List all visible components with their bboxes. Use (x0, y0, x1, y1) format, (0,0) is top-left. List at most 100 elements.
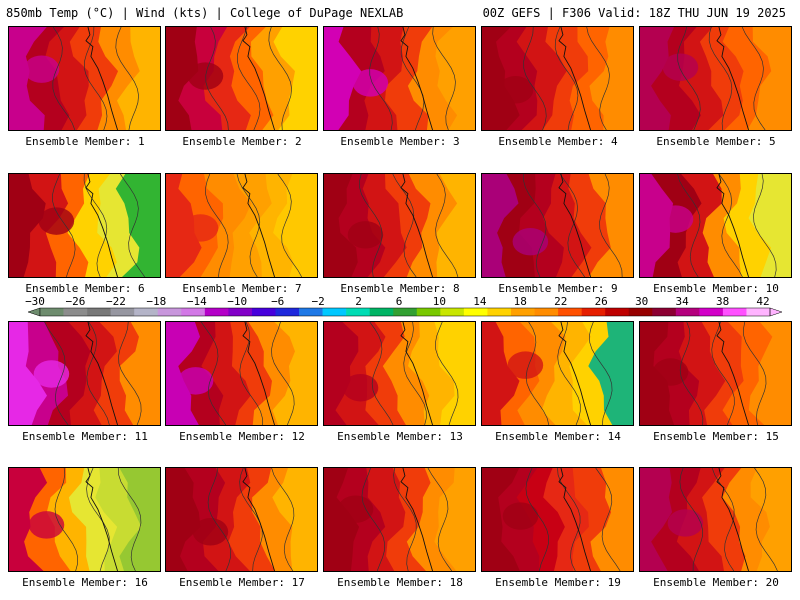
ensemble-map-panel (481, 467, 634, 572)
contour-line (554, 27, 579, 130)
contour-line (237, 27, 261, 130)
colorbar-tick-label: 18 (514, 296, 527, 308)
contour-line (120, 174, 146, 277)
colorbar-tick-label: −10 (227, 296, 247, 308)
warm-core (182, 214, 219, 242)
warm-core (507, 351, 544, 379)
colorbar-segment (181, 308, 206, 316)
colorbar-segment (534, 308, 559, 316)
contour-line (359, 174, 383, 277)
ensemble-member-label: Ensemble Member: 7 (182, 282, 302, 295)
warm-core (347, 221, 384, 249)
contour-line (741, 27, 766, 130)
ensemble-member-label: Ensemble Member: 16 (22, 576, 148, 589)
colorbar-segment (510, 308, 535, 316)
temperature-band (324, 174, 358, 277)
contour-line (708, 27, 733, 130)
contour-line (118, 322, 142, 425)
colorbar-segment (322, 308, 347, 316)
colorbar-tick-label: −2 (311, 296, 324, 308)
colorbar-segment (605, 308, 630, 316)
coastline (400, 322, 433, 425)
warm-core (23, 55, 60, 83)
warm-core (192, 518, 229, 546)
contour-line (52, 174, 76, 277)
colorbar-segment (228, 308, 253, 316)
ensemble-member-label: Ensemble Member: 17 (179, 576, 305, 589)
temperature-field-map (166, 468, 317, 571)
temperature-field-map (324, 174, 475, 277)
ensemble-map-panel (481, 173, 634, 278)
temperature-field-map (640, 468, 791, 571)
ensemble-member-label: Ensemble Member: 9 (498, 282, 618, 295)
coastline (716, 322, 749, 425)
colorbar-segment (275, 308, 300, 316)
coastline (716, 174, 749, 277)
coastline (400, 468, 433, 571)
ensemble-map-panel (8, 26, 161, 131)
ensemble-map-panel (639, 26, 792, 131)
coastline (716, 27, 749, 130)
warm-core (662, 53, 699, 81)
colorbar-tick-label: 42 (756, 296, 769, 308)
contour-line (677, 27, 701, 130)
contour-line (589, 322, 613, 425)
temperature-field-map (324, 468, 475, 571)
contour-line (679, 468, 703, 571)
coastline (85, 322, 118, 425)
ensemble-member-label: Ensemble Member: 2 (182, 135, 302, 148)
temperature-band (482, 27, 520, 130)
contour-line (239, 468, 263, 571)
warm-core (512, 227, 549, 256)
contour-line (435, 174, 459, 277)
contour-line (743, 322, 767, 425)
contour-line (271, 468, 295, 571)
warm-core (652, 358, 689, 386)
temperature-field-map (324, 322, 475, 425)
contour-line (205, 174, 229, 277)
ensemble-member-label: Ensemble Member: 1 (25, 135, 145, 148)
temperature-field-map (640, 174, 791, 277)
temperature-band (324, 322, 359, 425)
colorbar-tick-label: 26 (595, 296, 608, 308)
ensemble-member-label: Ensemble Member: 11 (22, 430, 148, 443)
contour-line (268, 27, 292, 130)
contour-line (369, 322, 394, 425)
colorbar-segment (369, 308, 394, 316)
temperature-band (166, 322, 201, 425)
contour-line (271, 322, 295, 425)
contour-line (207, 468, 232, 571)
contour-line (83, 174, 108, 277)
ensemble-map-panel (323, 26, 476, 131)
temperature-field-map (482, 27, 633, 130)
temperature-field-map (640, 322, 791, 425)
colorbar-segment (581, 308, 606, 316)
colorbar-segment (87, 308, 111, 316)
colorbar-segment (393, 308, 418, 316)
colorbar-segment (675, 308, 700, 316)
coastline (558, 468, 591, 571)
ensemble-member-label: Ensemble Member: 3 (340, 135, 460, 148)
coastline (400, 27, 433, 130)
temperature-band (640, 468, 673, 571)
temperature-band (482, 174, 519, 277)
contour-line (86, 468, 110, 571)
colorbar-segment (204, 308, 229, 316)
ensemble-member-label: Ensemble Member: 10 (653, 282, 779, 295)
contour-line (711, 322, 735, 425)
colorbar-segment (63, 308, 88, 316)
model-valid-time: 00Z GEFS | F306 Valid: 18Z THU JUN 19 20… (482, 6, 786, 20)
colorbar-segment (251, 308, 276, 316)
temperature-field-map (324, 27, 475, 130)
coastline (716, 468, 749, 571)
colorbar-tick-label: −22 (106, 296, 126, 308)
colorbar-tick-label: −26 (65, 296, 85, 308)
colorbar-tick-label: 10 (433, 296, 446, 308)
contour-line (400, 27, 425, 130)
temperature-band (166, 468, 201, 571)
contour-line (559, 174, 586, 277)
coastline (85, 174, 118, 277)
contour-line (403, 322, 427, 425)
colorbar-tick-label: −6 (271, 296, 284, 308)
temperature-field-map (166, 174, 317, 277)
